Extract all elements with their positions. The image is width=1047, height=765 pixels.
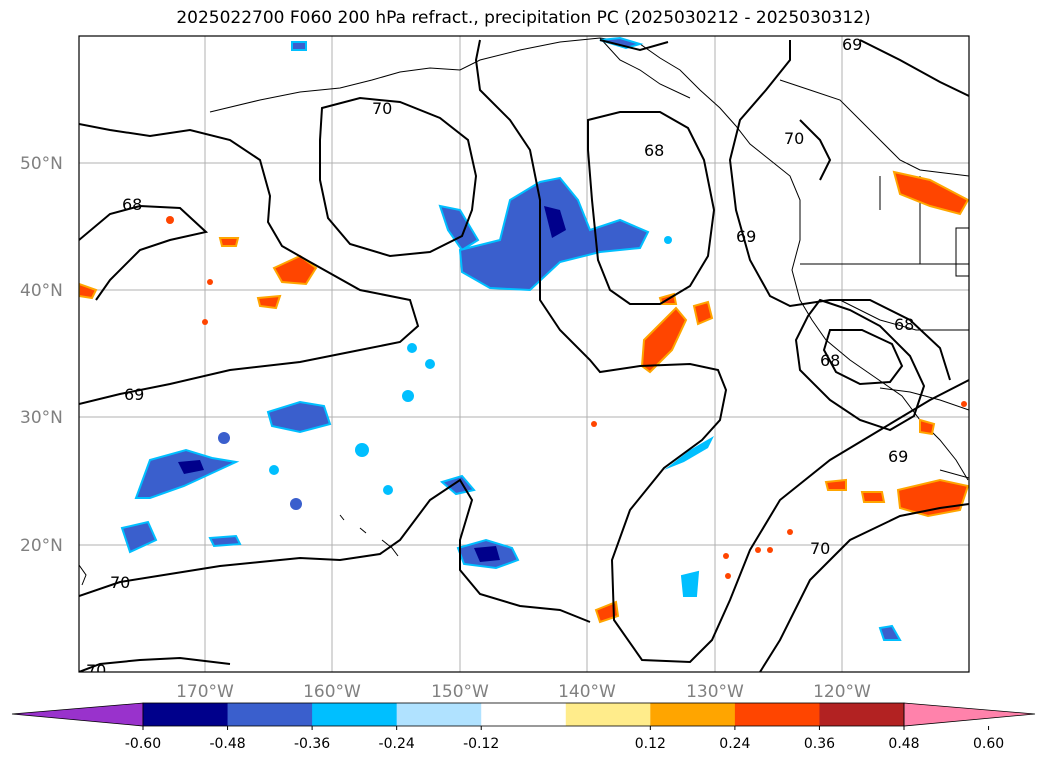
gridlines (79, 36, 969, 672)
colorbar-box (312, 703, 398, 726)
colorbar-box (650, 703, 736, 726)
colorbar-tick-label: 0.48 (888, 736, 919, 752)
latitude-labels: 50°N 40°N 30°N 20°N (20, 154, 63, 556)
contour-label: 70 (86, 661, 106, 680)
lat-label: 50°N (20, 154, 63, 174)
colorbar-extend-right (903, 702, 1036, 727)
contour-label: 69 (842, 35, 862, 54)
lon-label: 150°W (431, 682, 489, 702)
contour-labels: 70 68 69 68 70 69 68 69 69 68 70 70 70 (86, 35, 914, 680)
longitude-labels: 170°W 160°W 150°W 140°W 130°W 120°W (176, 682, 871, 702)
colorbar: -0.60 -0.48 -0.36 -0.24 -0.12 0.12 0.24 0.36 0.4… (11, 702, 1036, 752)
contour-label: 69 (736, 227, 756, 246)
colorbar-box (227, 703, 313, 726)
colorbar-tick-label: -0.60 (125, 736, 161, 752)
colorbar-box (481, 703, 567, 726)
map-title: 2025022700 F060 200 hPa refract., precip… (176, 8, 871, 28)
colorbar-extend-left (11, 702, 144, 727)
lon-label: 130°W (686, 682, 744, 702)
map-frame (78, 35, 970, 673)
contour-label: 70 (784, 129, 804, 148)
contour-label: 69 (888, 447, 908, 466)
colorbar-box (143, 703, 229, 726)
colorbar-box (396, 703, 482, 726)
contour-label: 68 (820, 351, 840, 370)
contour-label: 70 (372, 99, 392, 118)
colorbar-box (565, 703, 651, 726)
colorbar-tick-label: -0.48 (209, 736, 245, 752)
contour-label: 68 (894, 315, 914, 334)
contour-label: 68 (644, 141, 664, 160)
negative-precip-areas (120, 36, 902, 641)
contour-label: 69 (124, 385, 144, 404)
contour-label: 68 (122, 195, 142, 214)
lat-label: 20°N (20, 536, 63, 556)
lon-label: 140°W (558, 682, 616, 702)
colorbar-tick-label: 0.60 (973, 736, 1004, 752)
colorbar-tick-label: 0.36 (804, 736, 835, 752)
colorbar-tick-label: -0.12 (463, 736, 499, 752)
refractivity-contours (79, 39, 969, 672)
colorbar-tick-label: 0.24 (719, 736, 750, 752)
coastlines (79, 37, 969, 586)
colorbar-box (819, 703, 905, 726)
contour-label: 70 (810, 539, 830, 558)
lon-label: 120°W (813, 682, 871, 702)
lat-label: 40°N (20, 281, 63, 301)
lat-label: 30°N (20, 408, 63, 428)
colorbar-tick-label: -0.36 (294, 736, 330, 752)
colorbar-tick-label: -0.24 (379, 736, 415, 752)
colorbar-tick-label: 0.12 (635, 736, 666, 752)
colorbar-box (734, 703, 820, 726)
lon-label: 160°W (303, 682, 361, 702)
contour-label: 70 (110, 573, 130, 592)
lon-label: 170°W (176, 682, 234, 702)
